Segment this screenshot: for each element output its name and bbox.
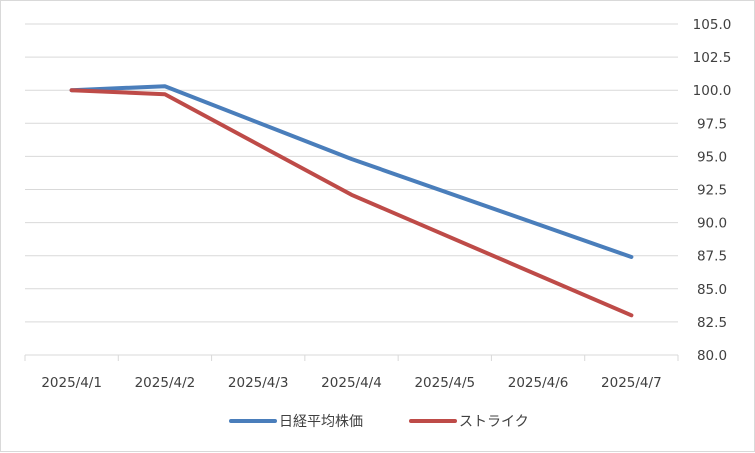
x-tick-label: 2025/4/5 [414,375,475,391]
y-tick-label: 85.0 [697,282,727,298]
x-tick-label: 2025/4/3 [228,375,289,391]
legend-label-0: 日経平均株価 [279,414,363,430]
legend-label-1: ストライク [459,414,529,430]
y-tick-label: 95.0 [697,149,727,165]
y-tick-label: 102.5 [693,50,732,66]
y-tick-label: 82.5 [697,315,727,331]
y-tick-label: 90.0 [697,216,727,232]
x-tick-label: 2025/4/1 [41,375,102,391]
y-tick-label: 100.0 [693,83,732,99]
x-tick-label: 2025/4/6 [508,375,569,391]
y-tick-label: 97.5 [697,116,727,132]
gridlines [25,23,678,323]
series-lines [69,84,634,318]
series-line-1 [69,88,634,318]
y-axis-labels: 80.0 82.5 85.0 87.5 90.0 92.5 95.0 97.5 100.0 102… [693,17,732,364]
series-line-0 [69,84,634,259]
x-tick-label: 2025/4/2 [135,375,196,391]
x-axis [24,354,679,361]
x-tick-label: 2025/4/7 [601,375,662,391]
y-tick-label: 105.0 [693,17,732,33]
y-tick-label: 87.5 [697,249,727,265]
x-axis-labels: 2025/4/1 2025/4/2 2025/4/3 2025/4/4 2025/4/5… [41,375,661,391]
y-tick-label: 92.5 [697,183,727,199]
y-tick-label: 80.0 [697,348,727,364]
x-tick-label: 2025/4/4 [321,375,382,391]
legend: 日経平均株価 ストライク [229,414,529,430]
